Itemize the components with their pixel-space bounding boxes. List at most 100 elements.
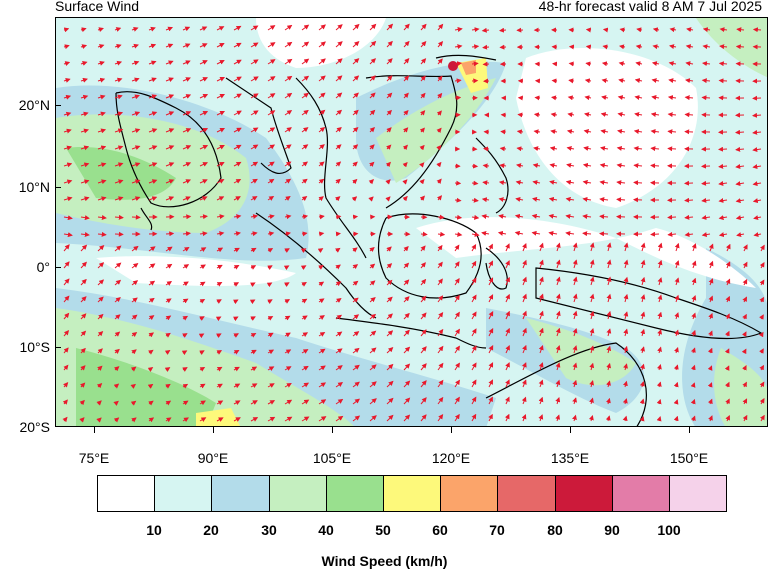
wind-vector — [216, 400, 224, 406]
wind-vector — [335, 58, 343, 65]
wind-vector — [623, 380, 628, 388]
wind-vector — [403, 296, 410, 303]
lat-label-0: 0° — [36, 259, 50, 275]
wind-vector — [640, 276, 646, 286]
wind-vector — [369, 347, 377, 354]
wind-vector — [584, 95, 592, 101]
wind-vector — [685, 78, 694, 84]
wind-vector — [532, 196, 541, 202]
wind-vector — [165, 128, 175, 133]
wind-vector — [616, 180, 626, 186]
wind-vector — [623, 363, 628, 371]
wind-vector — [618, 61, 626, 67]
wind-vector — [352, 109, 359, 116]
wind-vector — [633, 129, 643, 134]
wind-vector — [165, 94, 175, 99]
wind-vector — [250, 42, 259, 48]
wind-vector — [284, 127, 292, 133]
wind-vector — [301, 332, 309, 338]
wind-vector — [114, 111, 124, 117]
wind-vector — [199, 94, 209, 99]
wind-vector — [555, 242, 561, 252]
wind-vector — [96, 400, 102, 406]
wind-vector — [233, 214, 242, 220]
wind-vector — [622, 398, 628, 405]
wind-vector — [488, 294, 494, 303]
wind-vector — [759, 314, 764, 320]
wind-vector — [114, 262, 122, 269]
wind-vector — [572, 327, 578, 337]
wind-vector — [114, 348, 120, 354]
wind-vector — [165, 26, 174, 32]
wind-vector — [199, 145, 209, 150]
wind-vector — [602, 27, 609, 33]
wind-vector — [318, 331, 326, 337]
wind-vector — [742, 398, 748, 405]
wind-vector — [267, 110, 276, 116]
wind-vector — [284, 196, 291, 201]
wind-vector — [752, 181, 762, 187]
wind-vector — [63, 261, 70, 269]
wind-vector — [725, 330, 730, 337]
wind-vector — [165, 111, 175, 116]
wind-vector — [80, 128, 89, 134]
wind-vector — [352, 297, 359, 303]
wind-vector — [301, 195, 308, 202]
wind-vector — [601, 95, 609, 101]
wind-vector — [686, 27, 694, 33]
wind-vector — [555, 276, 561, 286]
wind-vector — [420, 245, 426, 252]
wind-vector — [114, 94, 123, 100]
wind-vector — [605, 415, 611, 422]
wind-vector — [531, 213, 541, 219]
wind-vector — [454, 244, 460, 252]
wind-vector — [735, 198, 745, 204]
wind-vector — [335, 24, 343, 31]
wind-vector — [471, 345, 477, 354]
wind-vector — [301, 24, 310, 31]
wind-vector — [403, 58, 410, 65]
wind-vector — [516, 146, 524, 152]
wind-vector — [403, 262, 410, 269]
wind-vector — [216, 299, 222, 304]
wind-vector — [369, 263, 376, 269]
wind-vector — [80, 145, 90, 151]
wind-vector — [684, 95, 694, 101]
wind-vector — [420, 278, 427, 286]
wind-vector — [386, 263, 393, 269]
legend-swatch — [155, 476, 213, 511]
wind-vector — [335, 214, 342, 220]
wind-vector — [63, 347, 69, 354]
wind-vector — [419, 144, 425, 151]
wind-vector — [691, 243, 697, 252]
wind-vector — [318, 161, 325, 167]
wind-vector — [640, 328, 646, 337]
lon-tick — [689, 427, 690, 433]
wind-vector — [639, 381, 645, 388]
wind-vector — [352, 314, 360, 320]
wind-vector — [114, 214, 124, 220]
wind-vector — [301, 109, 309, 116]
wind-vector — [758, 331, 764, 338]
wind-vector — [684, 197, 694, 203]
wind-vector — [250, 161, 259, 167]
wind-vector — [63, 215, 73, 221]
wind-vector — [182, 333, 188, 338]
wind-vector — [668, 61, 677, 66]
wind-vector — [131, 145, 141, 151]
legend-swatch — [383, 476, 442, 511]
wind-vector — [420, 380, 427, 388]
wind-vector — [267, 25, 276, 31]
wind-vector — [555, 362, 561, 371]
wind-vector — [165, 60, 174, 66]
legend-title: Wind Speed (km/h) — [321, 553, 448, 569]
wind-vector — [454, 345, 460, 354]
wind-vector — [589, 293, 595, 303]
wind-vector — [233, 333, 239, 338]
wind-vector — [233, 25, 242, 31]
wind-vector — [335, 382, 344, 388]
wind-vector — [216, 110, 225, 116]
wind-vector — [97, 111, 106, 117]
wind-vector — [685, 61, 694, 67]
wind-vector — [250, 316, 256, 321]
